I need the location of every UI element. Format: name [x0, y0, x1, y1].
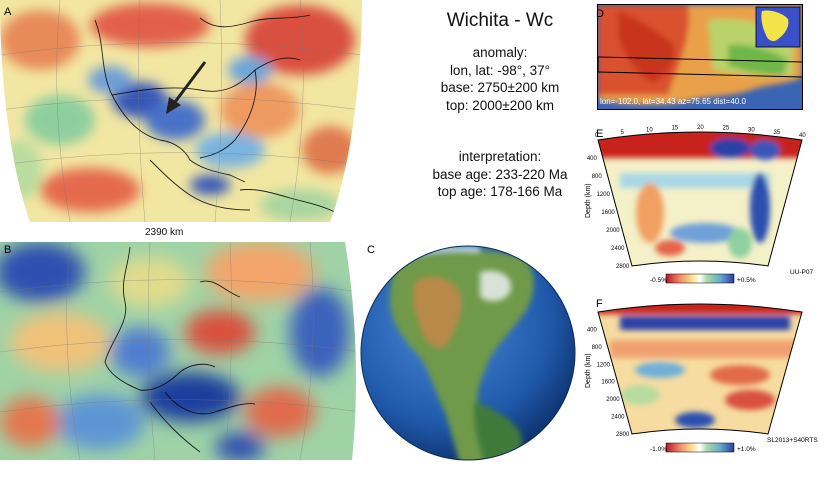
interpretation-info: interpretation: base age: 233-220 Ma top…	[380, 148, 620, 201]
panel-e-model-label: UU-P07	[790, 269, 814, 276]
interpretation-base-age: base age: 233-220 Ma	[432, 166, 568, 182]
panel-f-section: 400 800 1200 1600 2000 2400 2800 Depth (km) -1…	[580, 290, 820, 466]
panel-e-depth-tick: 2000	[606, 228, 620, 234]
panel-c-globe	[360, 242, 580, 464]
anomaly-base: base: 2750±200 km	[440, 80, 560, 95]
panel-f-model-label: SL2013+S40RTS	[767, 437, 818, 444]
panel-d-caption: lon=-102.0, lat=34.43 az=75.65 dist=40.0	[600, 97, 746, 106]
anomaly-heading: anomaly:	[472, 45, 528, 60]
panel-e-x-tick: 10	[646, 127, 653, 133]
interpretation-heading: interpretation:	[458, 149, 542, 164]
panel-e-x-tick: 5	[621, 130, 625, 136]
anomaly-lonlat: lon, lat: -98°, 37°	[449, 62, 551, 78]
anomaly-info: anomaly: lon, lat: -98°, 37° base: 2750±…	[380, 44, 620, 114]
panel-e-depth-tick: 1600	[601, 210, 615, 216]
panel-e-letter: E	[596, 128, 604, 140]
panel-e-x-tick: 15	[672, 126, 679, 132]
panel-d-map: lon=-102.0, lat=34.43 az=75.65 dist=40.0	[597, 4, 803, 110]
panel-e-depth-tick: 2400	[611, 246, 625, 252]
panel-e-scale-min: -0.5%	[650, 277, 667, 284]
panel-f-depth-tick: 2400	[611, 415, 625, 421]
panel-e-x-tick: 20	[697, 125, 704, 131]
panel-a-map	[0, 0, 362, 222]
panel-b-letter: B	[4, 244, 12, 256]
panel-e-x-tick: 0	[595, 133, 599, 139]
interpretation-top-age: top age: 178-166 Ma	[437, 184, 563, 199]
anomaly-top: top: 2000±200 km	[446, 97, 554, 113]
panel-e-depth-tick: 800	[592, 174, 603, 180]
panel-f-depth-tick: 800	[592, 345, 603, 351]
panel-e-depth-tick: 1200	[597, 192, 611, 198]
panel-f-scale-min: -1.0%	[650, 446, 667, 453]
panel-e-scale-max: +0.5%	[737, 277, 756, 284]
panel-f-letter: F	[596, 298, 603, 310]
panel-e-depth-axis: 400 800 1200 1600 2000 2400 2800	[587, 156, 630, 270]
panel-b-map	[0, 242, 362, 460]
panel-f-depth-axis-label: Depth (km)	[585, 353, 592, 388]
panel-f-depth-tick: 400	[587, 327, 598, 333]
panel-e-x-tick: 35	[774, 130, 781, 136]
depth-label: 2390 km	[145, 227, 184, 238]
panel-e-x-tick: 30	[748, 127, 755, 133]
panel-e-depth-axis-label: Depth (km)	[585, 183, 592, 218]
panel-e-x-tick: 40	[799, 133, 806, 139]
panel-c-letter: C	[367, 244, 375, 256]
panel-f-depth-tick: 1200	[597, 362, 611, 368]
panel-f-depth-tick: 2000	[606, 397, 620, 403]
panel-f-depth-tick: 1600	[601, 380, 615, 386]
panel-d-letter: D	[596, 8, 604, 20]
panel-e-x-tick: 25	[723, 126, 730, 132]
panel-a-letter: A	[4, 6, 12, 18]
panel-f-depth-axis: 400 800 1200 1600 2000 2400 2800	[587, 327, 630, 438]
panel-e-depth-tick: 400	[587, 156, 598, 162]
page-title: Wichita - Wc	[446, 10, 554, 31]
panel-e-section: 0 5 10 15 20 25 30 35 40 400 800 1200 1600 2000 2400 2…	[580, 118, 820, 288]
panel-e-x-axis: 0 5 10 15 20 25 30 35 40	[595, 125, 806, 139]
panel-f-depth-tick: 2800	[616, 432, 630, 438]
panel-e-depth-tick: 2800	[616, 264, 630, 270]
panel-f-scale-max: +1.0%	[737, 446, 756, 453]
